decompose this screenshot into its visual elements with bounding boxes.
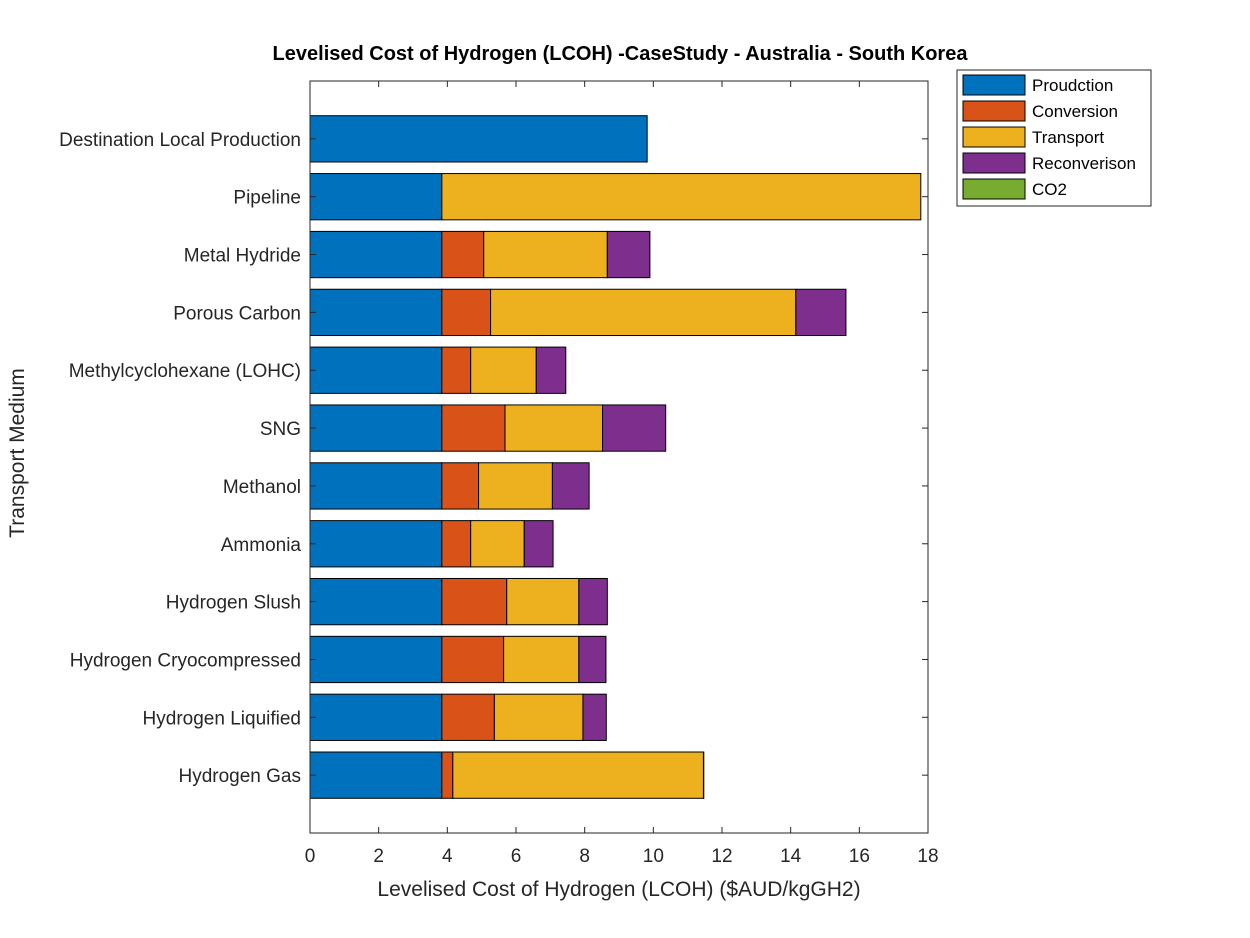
legend-swatch xyxy=(962,100,1026,122)
y-axis-label: Transport Medium xyxy=(6,368,29,538)
y-tick-label: Hydrogen Cryocompressed xyxy=(70,650,301,671)
bar-segment-proudction xyxy=(309,693,443,741)
bar-segment-transport xyxy=(470,520,525,568)
legend-swatch xyxy=(962,178,1026,200)
legend-swatch xyxy=(962,126,1026,148)
bar-segment-conversion xyxy=(441,346,472,394)
x-tick-label: 18 xyxy=(917,846,938,867)
y-tick-label: Ammonia xyxy=(221,535,302,556)
legend-label: Conversion xyxy=(1032,102,1118,121)
bar-segment-conversion xyxy=(441,230,485,279)
bar-segment-conversion xyxy=(441,577,508,626)
legend-swatch xyxy=(962,152,1026,174)
x-tick-label: 8 xyxy=(579,846,590,867)
chart-title: Levelised Cost of Hydrogen (LCOH) -CaseS… xyxy=(273,43,969,65)
legend-label: Reconverison xyxy=(1032,154,1136,173)
legend: Proudction Conversion Transport Reconveriso… xyxy=(956,69,1152,207)
bar-segment-transport xyxy=(452,751,704,799)
legend-label: Proudction xyxy=(1032,76,1113,95)
y-tick-label: Metal Hydride xyxy=(184,246,301,267)
bar-segment-proudction xyxy=(309,404,443,452)
bar-segment-transport xyxy=(503,635,580,684)
bar-segment-proudction xyxy=(309,520,443,568)
bar-segment-reconverison xyxy=(551,462,590,510)
bar-segment-proudction xyxy=(309,751,443,799)
bar-segment-conversion xyxy=(441,520,472,568)
bar-segment-reconverison xyxy=(535,346,567,394)
bar-segment-reconverison xyxy=(578,577,608,626)
bar-segment-reconverison xyxy=(602,404,667,452)
x-tick-label: 12 xyxy=(711,846,732,867)
bar-segment-transport xyxy=(504,404,604,452)
bar-segment-reconverison xyxy=(606,230,651,279)
bar-segment-transport xyxy=(478,462,553,510)
x-tick-label: 10 xyxy=(643,846,664,867)
axes-box xyxy=(309,80,929,834)
bar-segment-proudction xyxy=(309,635,443,684)
axes: 0 2 4 6 8 10 12 14 16 18 Destination Local Product… xyxy=(59,80,939,867)
bar-segment-proudction xyxy=(309,462,443,510)
x-tick-label: 14 xyxy=(780,846,802,867)
y-tick-label: Hydrogen Slush xyxy=(166,593,301,614)
bar-segment-transport xyxy=(490,288,797,337)
bars xyxy=(309,115,922,799)
bar-segment-reconverison xyxy=(582,693,607,741)
bar-segment-reconverison xyxy=(795,288,847,337)
bar-segment-conversion xyxy=(441,462,480,510)
bar-segment-reconverison xyxy=(523,520,554,568)
bar-segment-transport xyxy=(506,577,580,626)
y-tick-label: Pipeline xyxy=(233,188,301,209)
x-axis-label: Levelised Cost of Hydrogen (LCOH) ($AUD/… xyxy=(377,878,860,901)
bar-segment-conversion xyxy=(441,288,492,337)
y-tick-label: Methylcyclohexane (LOHC) xyxy=(69,361,301,382)
y-tick-label: Hydrogen Liquified xyxy=(143,708,301,729)
y-tick-label: Hydrogen Gas xyxy=(178,766,301,787)
x-tick-label: 2 xyxy=(373,846,384,867)
bar-segment-proudction xyxy=(309,577,443,626)
x-tick-label: 6 xyxy=(511,846,522,867)
legend-swatch xyxy=(962,74,1026,96)
bar-segment-proudction xyxy=(309,173,443,221)
bar-segment-proudction xyxy=(309,230,443,279)
bar-segment-reconverison xyxy=(578,635,607,684)
x-tick-label: 4 xyxy=(442,846,453,867)
x-tick-label: 0 xyxy=(305,846,316,867)
legend-label: CO2 xyxy=(1032,180,1067,199)
bar-segment-transport xyxy=(441,173,922,221)
bar-segment-conversion xyxy=(441,404,506,452)
bar-segment-proudction xyxy=(309,288,443,337)
bar-segment-transport xyxy=(483,230,608,279)
y-tick-label: Porous Carbon xyxy=(173,303,301,324)
bar-segment-conversion xyxy=(441,635,505,684)
bar-segment-proudction xyxy=(309,115,648,163)
x-tick-label: 16 xyxy=(849,846,870,867)
bar-segment-transport xyxy=(493,693,584,741)
legend-label: Transport xyxy=(1032,128,1104,147)
bar-segment-transport xyxy=(470,346,537,394)
y-tick-label: Destination Local Production xyxy=(59,130,301,151)
y-tick-label: SNG xyxy=(260,419,301,440)
bar-segment-conversion xyxy=(441,751,454,799)
y-tick-label: Methanol xyxy=(223,477,301,498)
bar-segment-proudction xyxy=(309,346,443,394)
bar-segment-conversion xyxy=(441,693,495,741)
